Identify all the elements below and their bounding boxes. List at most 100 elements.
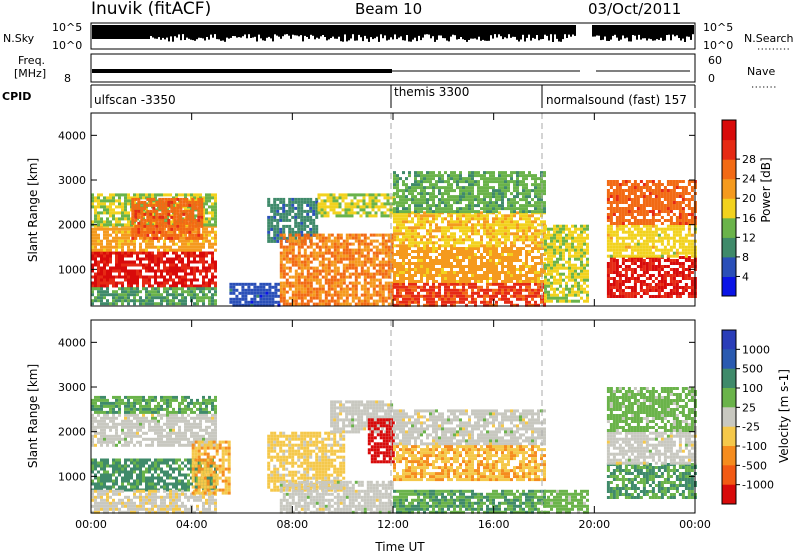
heatmap-cell-r12 bbox=[513, 204, 516, 208]
heatmap-cell-r0 bbox=[133, 275, 136, 279]
heatmap-cell-r10 bbox=[528, 271, 531, 274]
heatmap-cell-r7 bbox=[294, 287, 298, 291]
heatmap-cell-r7 bbox=[321, 254, 325, 258]
heatmap-cell-r1 bbox=[124, 242, 127, 246]
heatmap-cell-r10 bbox=[528, 268, 531, 271]
heatmap-cell-r7 bbox=[288, 284, 292, 288]
heatmap-cell-r4 bbox=[205, 287, 208, 291]
heatmap-cell-r9 bbox=[435, 285, 438, 289]
heatmap-cell-r11 bbox=[438, 226, 441, 230]
heatmap-cell-r11 bbox=[414, 235, 417, 239]
heatmap-cell-r7 bbox=[336, 299, 340, 303]
heatmap-cell-r12 bbox=[516, 180, 519, 184]
heatmap-cell-r9 bbox=[486, 285, 489, 289]
heatmap-cell-r3 bbox=[161, 218, 165, 222]
heatmap-cell-r0 bbox=[91, 284, 94, 288]
heatmap-cell-r9 bbox=[453, 297, 456, 301]
heatmap-cell-r2 bbox=[133, 193, 136, 197]
heatmap-cell-r10 bbox=[471, 259, 474, 262]
heatmap-cell-r6 bbox=[303, 227, 307, 231]
heatmap-cell-r3 bbox=[131, 203, 135, 207]
heatmap-cell-r9 bbox=[513, 303, 516, 307]
heatmap-cell-r7 bbox=[357, 248, 361, 252]
heatmap-cell-r10 bbox=[495, 271, 498, 274]
heatmap-cell-r10 bbox=[441, 268, 444, 271]
heatmap-cell-r0 bbox=[145, 251, 148, 255]
heatmap-cell-r7 bbox=[318, 260, 322, 264]
heatmap-cell-r6 bbox=[276, 236, 280, 240]
heatmap-cell-r11 bbox=[516, 226, 519, 230]
heatmap-cell-r6 bbox=[285, 203, 289, 207]
heatmap-cell-r12 bbox=[507, 201, 510, 205]
heatmap-cell-r3 bbox=[137, 206, 141, 210]
heatmap-cell-r1 bbox=[211, 242, 214, 246]
heatmap-cell-r4 bbox=[190, 287, 193, 291]
heatmap-cell-r10 bbox=[534, 256, 537, 259]
heatmap-cell-r0 bbox=[148, 269, 151, 273]
heatmap-cell-r10 bbox=[492, 268, 495, 271]
heatmap-cell-r12 bbox=[489, 207, 492, 211]
heatmap-cell-r4 bbox=[157, 293, 160, 297]
heatmap-cell-r7 bbox=[360, 272, 364, 276]
heatmap-cell-r7 bbox=[345, 236, 349, 240]
date-title: 03/Oct/2011 bbox=[588, 0, 681, 18]
heatmap-cell-r12 bbox=[441, 207, 444, 211]
nsky-bar bbox=[510, 25, 512, 38]
heatmap-cell-r3 bbox=[164, 206, 168, 210]
heatmap-cell-r10 bbox=[465, 253, 468, 256]
heatmap-cell-r10 bbox=[420, 277, 423, 280]
heatmap-cell-r4 bbox=[106, 299, 109, 303]
heatmap-cell-r1 bbox=[181, 245, 184, 249]
heatmap-cell-r3 bbox=[200, 218, 204, 222]
heatmap-cell-r13 bbox=[544, 236, 547, 240]
heatmap-cell-r11 bbox=[534, 217, 537, 221]
heatmap-cell-r11 bbox=[432, 217, 435, 221]
heatmap-cell-r0 bbox=[127, 284, 130, 288]
heatmap-cell-r1 bbox=[184, 248, 187, 252]
heatmap-cell-r10 bbox=[417, 265, 420, 268]
heatmap-cell-r7 bbox=[342, 254, 346, 258]
heatmap-cell-r0 bbox=[130, 281, 133, 285]
heatmap-cell-r13 bbox=[550, 287, 553, 291]
nsky-bar bbox=[116, 25, 118, 39]
heatmap-cell-r3 bbox=[200, 200, 204, 204]
heatmap-cell-r11 bbox=[495, 214, 498, 218]
heatmap-cell-r9 bbox=[447, 294, 450, 298]
heatmap-cell-r5 bbox=[247, 282, 251, 286]
heatmap-cell-r12 bbox=[501, 177, 504, 181]
heatmap-cell-r11 bbox=[504, 229, 507, 233]
heatmap-cell-r2 bbox=[187, 193, 190, 197]
heatmap-cell-r0 bbox=[103, 284, 106, 288]
heatmap-cell-r2 bbox=[124, 214, 127, 218]
heatmap-cell-r2 bbox=[211, 208, 214, 212]
heatmap-cell-r10 bbox=[411, 262, 414, 265]
nsky-bar bbox=[230, 25, 232, 38]
heatmap-cell-r11 bbox=[405, 220, 408, 224]
heatmap-cell-r9 bbox=[450, 297, 453, 301]
nsky-bar bbox=[188, 25, 190, 39]
heatmap-cell-r7 bbox=[321, 266, 325, 270]
heatmap-cell-r11 bbox=[432, 241, 435, 245]
heatmap-cell-r9 bbox=[471, 294, 474, 298]
heatmap-cell-r3 bbox=[155, 221, 159, 225]
heatmap-cell-r11 bbox=[495, 241, 498, 245]
heatmap-cell-r0 bbox=[169, 272, 172, 276]
heatmap-cell-r3 bbox=[167, 236, 171, 240]
nsky-bar bbox=[616, 25, 618, 38]
heatmap-cell-r0 bbox=[127, 281, 130, 285]
heatmap-cell-r12 bbox=[405, 210, 408, 214]
heatmap-cell-r12 bbox=[393, 177, 396, 181]
heatmap-cell-r12 bbox=[462, 177, 465, 181]
heatmap-cell-r0 bbox=[94, 257, 97, 261]
heatmap-cell-r6 bbox=[285, 209, 289, 213]
nsky-bar bbox=[100, 25, 102, 39]
heatmap-cell-r1 bbox=[211, 230, 214, 234]
freq-strip-frame bbox=[90, 53, 696, 83]
heatmap-cell-r13 bbox=[556, 272, 559, 276]
heatmap-cell-r12 bbox=[495, 195, 498, 199]
heatmap-cell-r12 bbox=[522, 207, 525, 211]
heatmap-cell-r9 bbox=[468, 300, 471, 304]
heatmap-cell-r12 bbox=[423, 177, 426, 181]
heatmap-cell-r13 bbox=[559, 236, 562, 240]
heatmap-cell-r10 bbox=[447, 253, 450, 256]
